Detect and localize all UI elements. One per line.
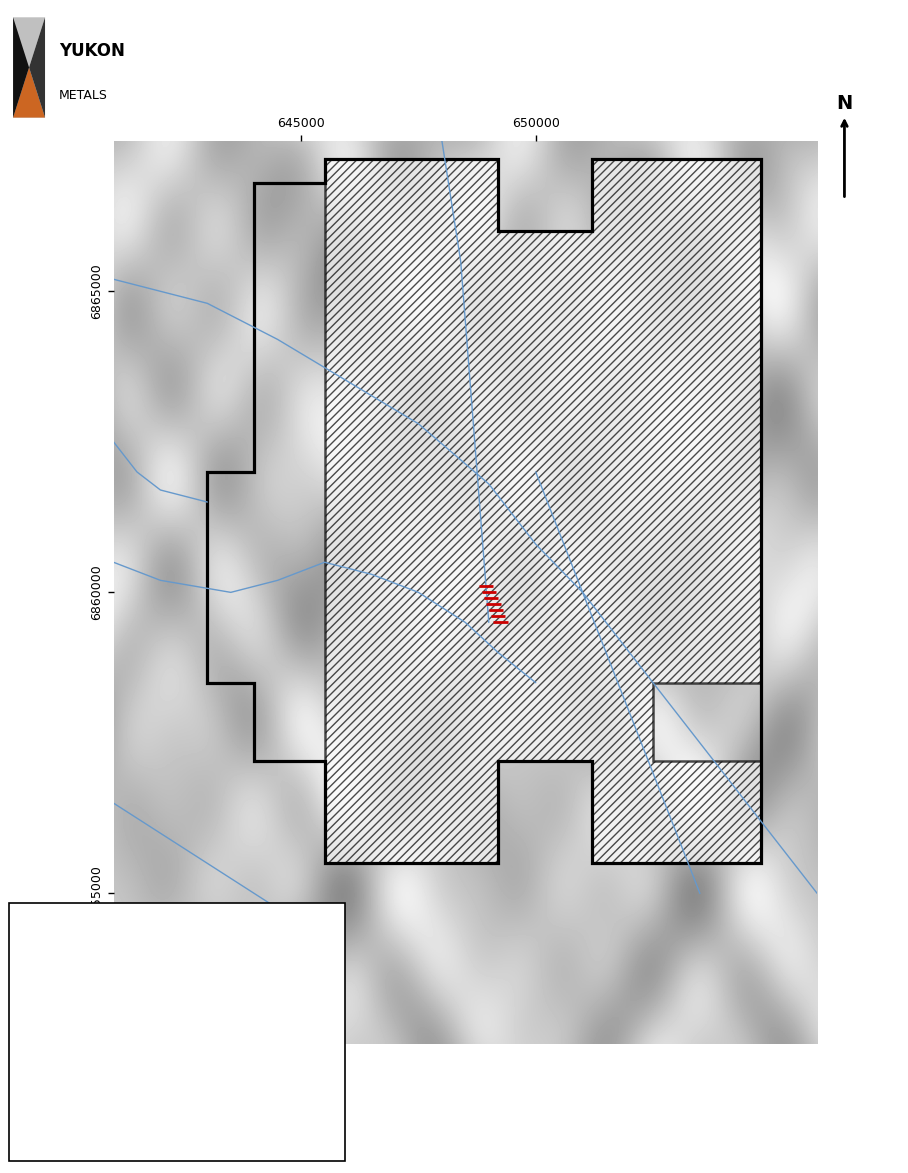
Text: 0: 0 [22,1101,30,1116]
Text: Birch Property New
Addition: Birch Property New Addition [83,1037,230,1069]
Polygon shape [13,67,45,117]
Text: YUKON: YUKON [59,42,125,60]
Polygon shape [13,18,29,117]
Text: N: N [836,94,853,113]
Bar [84,1121,143,1137]
Text: Birch Property: Birch Property [83,995,192,1010]
Polygon shape [29,18,45,117]
FancyBboxPatch shape [9,12,209,123]
Text: METALS: METALS [59,89,108,102]
Text: Kilometers: Kilometers [47,1143,122,1157]
Text: 2: 2 [139,1101,148,1116]
Polygon shape [325,158,761,863]
Bar [26,1121,84,1137]
Bar [26,991,66,1015]
Text: 1: 1 [80,1101,89,1116]
Text: 2024 IP Lines: 2024 IP Lines [83,965,185,981]
Text: Legend: Legend [26,929,106,948]
Bar [26,1035,66,1071]
Polygon shape [13,18,45,117]
